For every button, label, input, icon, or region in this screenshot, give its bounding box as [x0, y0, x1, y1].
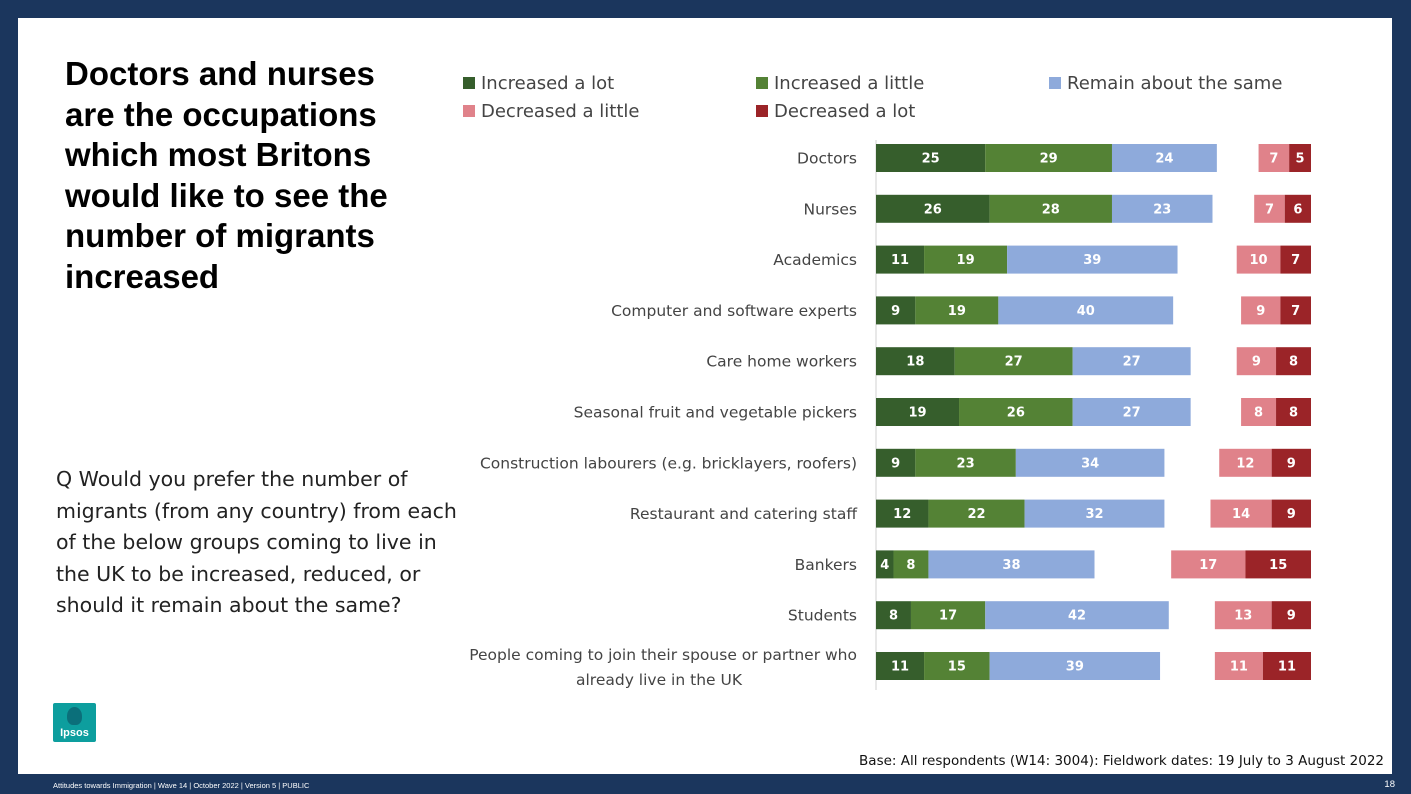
page-number: 18 — [1384, 779, 1395, 790]
logo-mark-icon — [67, 707, 82, 725]
survey-question: Q Would you prefer the number of migrant… — [56, 467, 457, 618]
base-note: Base: All respondents (W14: 3004): Field… — [859, 753, 1384, 769]
ipsos-logo: Ipsos — [53, 703, 96, 742]
slide-title: Doctors and nurses are the occupations w… — [65, 55, 388, 295]
footer-text: Attitudes towards Immigration | Wave 14 … — [53, 781, 310, 790]
logo-text: Ipsos — [60, 727, 89, 739]
slide-panel: Doctors and nurses are the occupations w… — [18, 18, 1392, 774]
